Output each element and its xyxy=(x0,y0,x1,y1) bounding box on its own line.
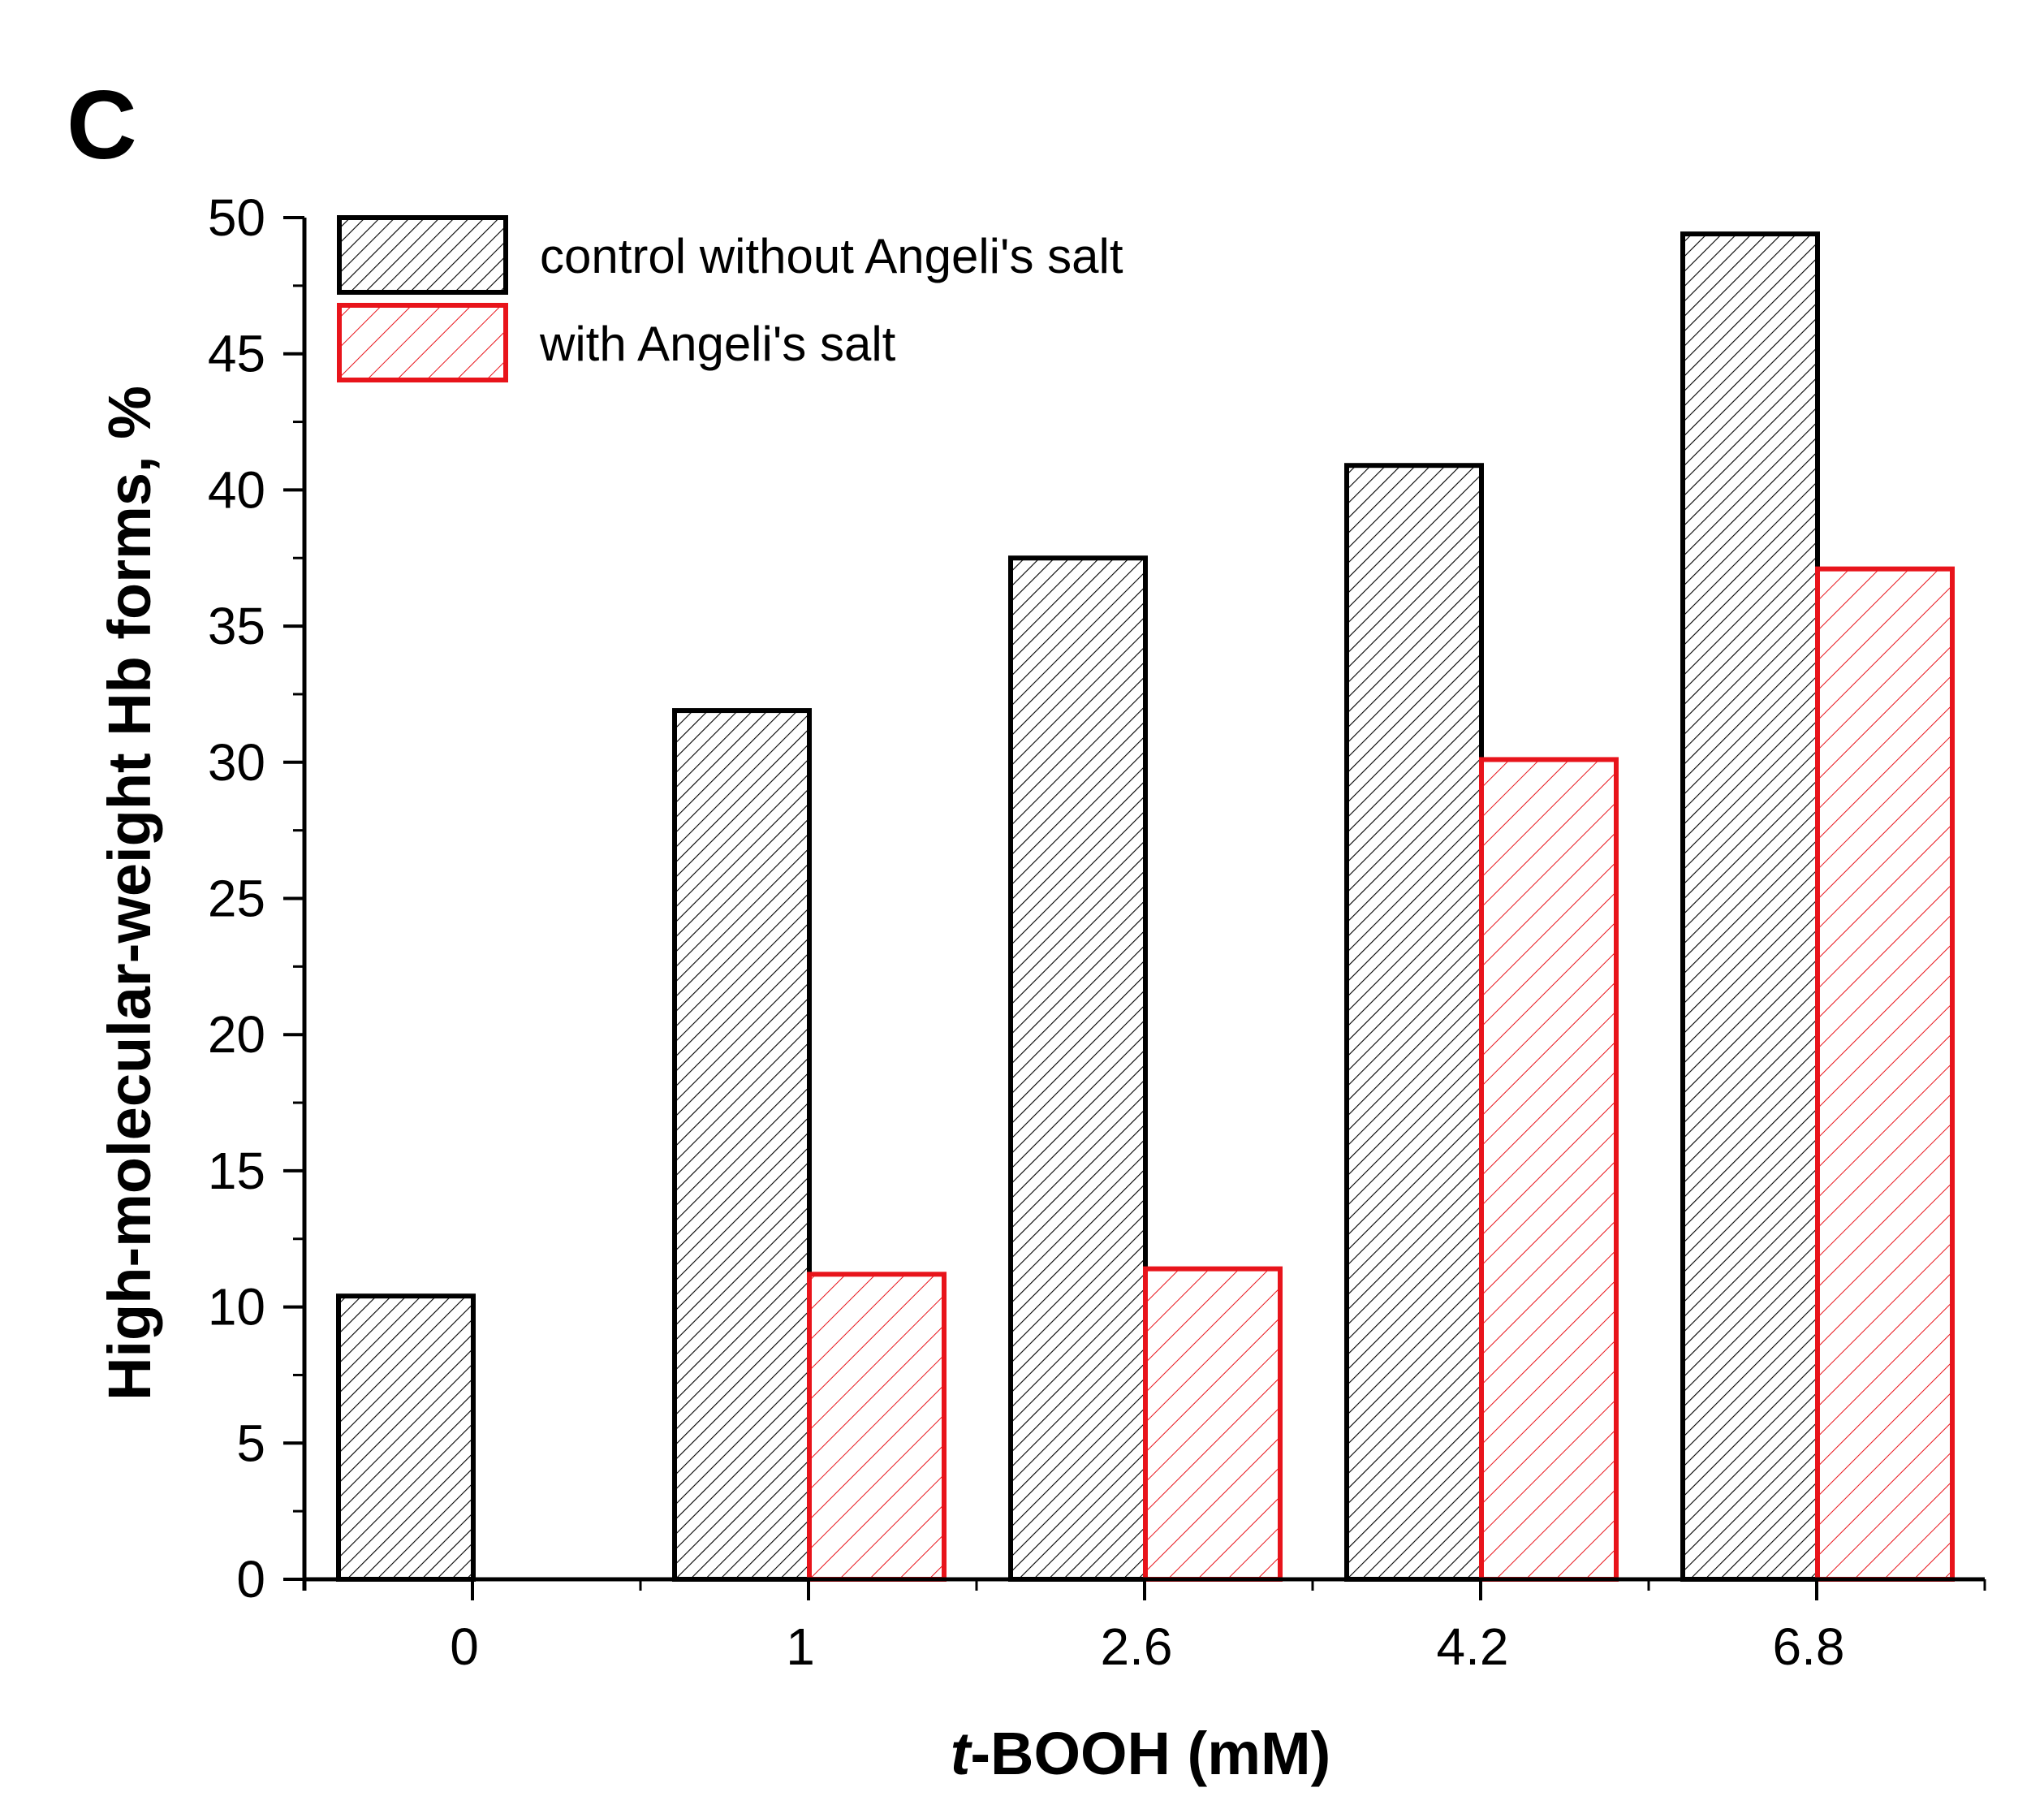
legend-label-control: control without Angeli's salt xyxy=(540,229,1123,283)
bar-control-1 xyxy=(672,708,812,1582)
y-tick-label: 25 xyxy=(208,870,265,928)
y-tick-label: 35 xyxy=(208,597,265,655)
legend-swatch-angeli xyxy=(337,303,508,382)
x-tick-label: 1 xyxy=(786,1617,815,1676)
x-tick-label: 0 xyxy=(450,1617,479,1676)
bar-control-0 xyxy=(336,1293,476,1582)
bar-angeli-2.6 xyxy=(1143,1266,1283,1583)
y-axis-title: High-molecular-weight Hb forms, % xyxy=(96,386,163,1401)
bar-angeli-6.8 xyxy=(1815,566,1955,1582)
x-tick-label: 6.8 xyxy=(1773,1617,1845,1676)
legend-label-angeli: with Angeli's salt xyxy=(539,317,896,371)
y-tick-label: 50 xyxy=(208,188,265,247)
legend-swatch-control xyxy=(337,215,508,295)
x-axis-title-rest: -BOOH (mM) xyxy=(970,1720,1330,1787)
x-axis-title: t-BOOH (mM) xyxy=(951,1720,1331,1787)
y-tick-label: 40 xyxy=(208,460,265,519)
bar-angeli-1 xyxy=(807,1272,947,1583)
bars-group xyxy=(336,231,1955,1583)
bar-control-2.6 xyxy=(1008,555,1148,1582)
x-tick-label: 2.6 xyxy=(1101,1617,1173,1676)
x-axis-title-italic: t xyxy=(951,1720,973,1787)
y-tick-label: 0 xyxy=(236,1550,265,1609)
bar-control-4.2 xyxy=(1344,463,1484,1582)
panel-label: C xyxy=(67,71,137,179)
legend: control without Angeli's salt with Angeli… xyxy=(337,215,1123,382)
y-tick-label: 30 xyxy=(208,733,265,792)
bar-control-6.8 xyxy=(1680,231,1820,1582)
axes-group: 0 5 10 15 20 25 30 35 40 45 50 0 1 2.6 4.2 6.8 xyxy=(208,188,1986,1676)
y-tick-label: 10 xyxy=(208,1278,265,1337)
x-tick-label: 4.2 xyxy=(1437,1617,1509,1676)
bar-angeli-4.2 xyxy=(1479,757,1619,1582)
y-tick-label: 45 xyxy=(208,325,265,383)
y-tick-label: 20 xyxy=(208,1005,265,1064)
y-tick-label: 5 xyxy=(236,1414,265,1472)
y-tick-label: 15 xyxy=(208,1142,265,1200)
